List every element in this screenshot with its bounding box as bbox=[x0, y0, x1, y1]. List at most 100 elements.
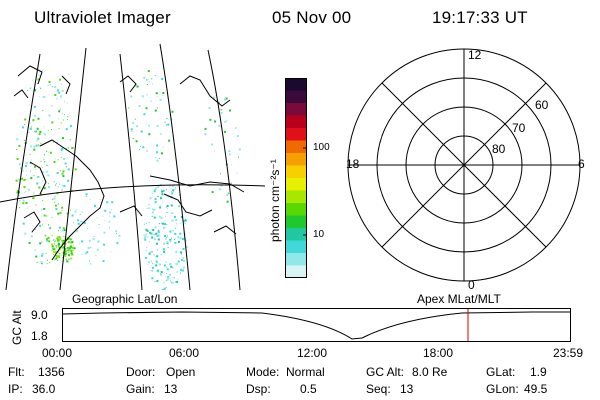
emission-pixel bbox=[68, 246, 70, 248]
colorbar-band bbox=[285, 103, 307, 116]
emission-pixel bbox=[32, 119, 35, 122]
coastline bbox=[119, 75, 137, 93]
emission-pixel bbox=[152, 229, 155, 231]
emission-pixel bbox=[175, 250, 178, 253]
emission-pixel bbox=[220, 173, 222, 175]
emission-pixel bbox=[154, 256, 156, 258]
emission-pixel bbox=[109, 227, 110, 229]
emission-pixel bbox=[35, 144, 38, 147]
emission-pixel bbox=[64, 253, 67, 255]
emission-pixel bbox=[52, 240, 54, 241]
emission-pixel bbox=[154, 237, 156, 239]
emission-pixel bbox=[154, 281, 156, 283]
emission-pixel bbox=[87, 228, 89, 229]
colorbar-band bbox=[285, 215, 307, 229]
emission-pixel bbox=[184, 211, 186, 213]
emission-pixel bbox=[34, 89, 37, 92]
longitude-line bbox=[207, 49, 241, 290]
emission-pixel bbox=[65, 252, 67, 254]
colorbar-band bbox=[285, 240, 307, 254]
emission-pixel bbox=[176, 281, 179, 283]
emission-pixel bbox=[63, 236, 65, 238]
mlt-label-6: 6 bbox=[578, 157, 585, 171]
mlat-label-70: 70 bbox=[512, 121, 526, 135]
emission-pixel bbox=[35, 204, 37, 206]
colorbar-frame bbox=[285, 78, 307, 278]
emission-pixel bbox=[58, 230, 59, 232]
emission-pixel bbox=[66, 212, 69, 215]
emission-pixel bbox=[182, 237, 184, 240]
emission-pixel bbox=[33, 192, 35, 194]
emission-pixel bbox=[154, 234, 156, 236]
emission-pixel bbox=[161, 222, 163, 224]
emission-pixel bbox=[162, 189, 165, 192]
emission-pixel bbox=[151, 277, 154, 280]
emission-pixel bbox=[55, 246, 57, 248]
emission-pixel bbox=[179, 232, 182, 235]
emission-pixel bbox=[19, 207, 20, 209]
emission-pixel bbox=[141, 95, 144, 98]
emission-pixel bbox=[62, 246, 65, 249]
emission-pixel bbox=[160, 271, 163, 273]
emission-pixel bbox=[58, 110, 61, 113]
emission-pixel bbox=[36, 82, 38, 84]
emission-pixel bbox=[161, 190, 164, 193]
emission-pixel bbox=[56, 98, 58, 100]
emission-pixel bbox=[103, 231, 106, 234]
emission-pixel bbox=[220, 184, 223, 187]
polar-mlat-mlt-plot bbox=[347, 48, 581, 282]
emission-pixel bbox=[71, 253, 74, 256]
emission-pixel bbox=[39, 130, 42, 133]
emission-pixel bbox=[147, 264, 149, 266]
emission-pixel bbox=[115, 230, 118, 233]
emission-pixel bbox=[33, 175, 35, 177]
emission-pixel bbox=[77, 219, 80, 222]
emission-pixel bbox=[149, 197, 152, 200]
emission-pixel bbox=[156, 107, 158, 109]
emission-pixel bbox=[72, 245, 74, 247]
emission-pixel bbox=[15, 179, 18, 182]
emission-pixel bbox=[146, 247, 148, 249]
emission-pixel bbox=[59, 108, 61, 110]
colorbar-band bbox=[285, 190, 307, 204]
emission-pixel bbox=[51, 121, 54, 124]
emission-pixel bbox=[68, 254, 70, 257]
emission-pixel bbox=[38, 144, 40, 146]
emission-pixel bbox=[72, 222, 74, 224]
emission-pixel bbox=[63, 100, 65, 102]
emission-pixel bbox=[58, 91, 61, 94]
emission-pixel bbox=[164, 235, 166, 237]
emission-pixel bbox=[39, 193, 42, 196]
emission-pixel bbox=[96, 248, 99, 251]
emission-pixel bbox=[22, 222, 25, 225]
emission-pixel bbox=[56, 89, 59, 92]
emission-pixel bbox=[65, 147, 67, 149]
emission-pixel bbox=[41, 263, 42, 265]
emission-pixel bbox=[27, 188, 30, 191]
emission-pixel bbox=[54, 258, 56, 260]
emission-pixel bbox=[235, 127, 237, 129]
emission-pixel bbox=[31, 178, 33, 180]
header-date: 05 Nov 00 bbox=[272, 8, 352, 27]
emission-pixel bbox=[148, 252, 151, 255]
emission-pixel bbox=[139, 149, 141, 151]
emission-pixel bbox=[185, 240, 187, 242]
emission-pixel bbox=[70, 250, 73, 253]
emission-pixel bbox=[53, 254, 55, 255]
emission-pixel bbox=[36, 262, 38, 264]
emission-pixel bbox=[69, 238, 72, 241]
emission-pixel bbox=[29, 127, 32, 130]
emission-pixel bbox=[109, 215, 110, 217]
emission-pixel bbox=[148, 222, 150, 224]
emission-pixel bbox=[58, 118, 59, 120]
emission-pixel bbox=[164, 121, 166, 123]
emission-pixel bbox=[155, 232, 158, 235]
emission-pixel bbox=[20, 191, 22, 193]
emission-pixel bbox=[167, 276, 170, 279]
emission-pixel bbox=[65, 157, 67, 159]
emission-pixel bbox=[24, 124, 26, 125]
emission-pixel bbox=[154, 198, 157, 201]
emission-pixel bbox=[18, 163, 21, 166]
emission-pixel bbox=[22, 170, 24, 172]
status-dsp-value: 0.5 bbox=[300, 382, 317, 396]
